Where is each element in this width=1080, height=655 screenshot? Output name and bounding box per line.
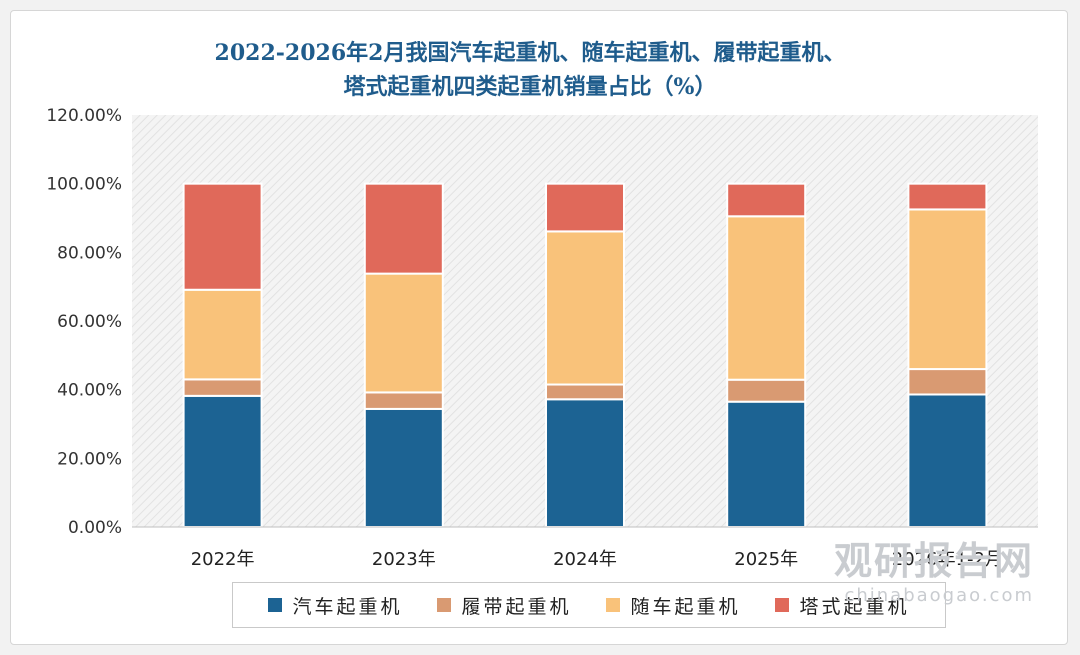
legend-swatch-crawler-crane [437,598,452,612]
bar-segment [363,391,444,410]
legend-item-loader-crane: 随车起重机 [606,592,740,619]
chart-title: 2022-2026年2月我国汽车起重机、随车起重机、履带起重机、 塔式起重机四类… [60,36,1000,104]
legend-label-loader-crane: 随车起重机 [630,595,741,618]
y-tick-label: 60.00% [57,312,122,332]
y-tick-label: 40.00% [57,381,122,401]
bar-segment [182,378,263,397]
bar-segment [907,393,988,528]
y-tick-label: 100.00% [46,175,122,195]
bar-segment [182,394,263,529]
bar-segment [545,398,625,528]
legend-label-tower-crane: 塔式起重机 [799,595,910,618]
bar-segment [545,182,625,233]
y-tick-label: 80.00% [57,243,122,263]
legend-swatch-tower-crane [775,598,790,612]
y-tick-label: 0.00% [68,518,122,538]
bar-segment [182,288,263,381]
bar-segment [182,182,263,291]
legend-label-crawler-crane: 履带起重机 [461,595,572,618]
bars [182,182,988,529]
legend-swatch-truck-crane [268,598,283,612]
bar-segment [726,182,807,218]
bar-segment [545,230,625,386]
chart-title-line-2: 塔式起重机四类起重机销量占比（%） [343,74,717,100]
x-tick-label: 2023年 [372,549,436,570]
legend-label-truck-crane: 汽车起重机 [292,595,403,618]
x-tick-label: 2026年1-2月 [892,549,1003,570]
y-tick-label: 120.00% [46,106,122,126]
bar-segment [726,400,807,528]
legend: 汽车起重机 履带起重机 随车起重机 塔式起重机 [232,582,946,628]
bar-segment [363,272,444,394]
legend-item-crawler-crane: 履带起重机 [437,592,571,619]
bar-segment [907,182,988,211]
x-tick-label: 2024年 [553,549,617,570]
bar-segment [907,208,988,371]
x-tick-label: 2025年 [734,549,798,570]
legend-swatch-loader-crane [606,598,621,612]
y-tick-label: 20.00% [57,449,122,469]
bar-segment [363,407,444,529]
chart-title-line-1: 2022-2026年2月我国汽车起重机、随车起重机、履带起重机、 [214,40,846,66]
x-tick-label: 2022年 [191,549,255,570]
bar-segment [363,182,444,275]
legend-item-tower-crane: 塔式起重机 [775,592,909,619]
y-axis: 0.00% 20.00% 40.00% 60.00% 80.00% 100.00% 120.… [46,106,122,538]
bar-segment [545,383,625,401]
bar-segment [726,378,807,403]
bar-segment [907,368,988,396]
legend-item-truck-crane: 汽车起重机 [268,592,402,619]
bar-segment [726,215,807,381]
x-axis: 2022年 2023年 2024年 2025年 2026年1-2月 [191,549,1003,570]
